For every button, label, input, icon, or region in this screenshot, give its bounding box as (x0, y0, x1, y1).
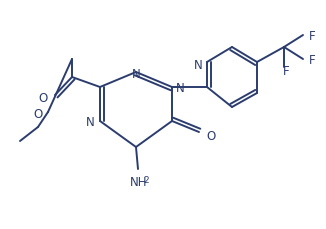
Text: O: O (34, 108, 43, 121)
Text: F: F (283, 65, 289, 78)
Text: F: F (309, 53, 316, 66)
Text: O: O (39, 91, 48, 104)
Text: N: N (194, 59, 203, 72)
Text: 2: 2 (143, 175, 149, 184)
Text: N: N (176, 81, 185, 94)
Text: F: F (309, 29, 316, 42)
Text: O: O (206, 129, 215, 142)
Text: N: N (86, 115, 95, 128)
Text: N: N (132, 68, 141, 81)
Text: NH: NH (130, 175, 148, 188)
